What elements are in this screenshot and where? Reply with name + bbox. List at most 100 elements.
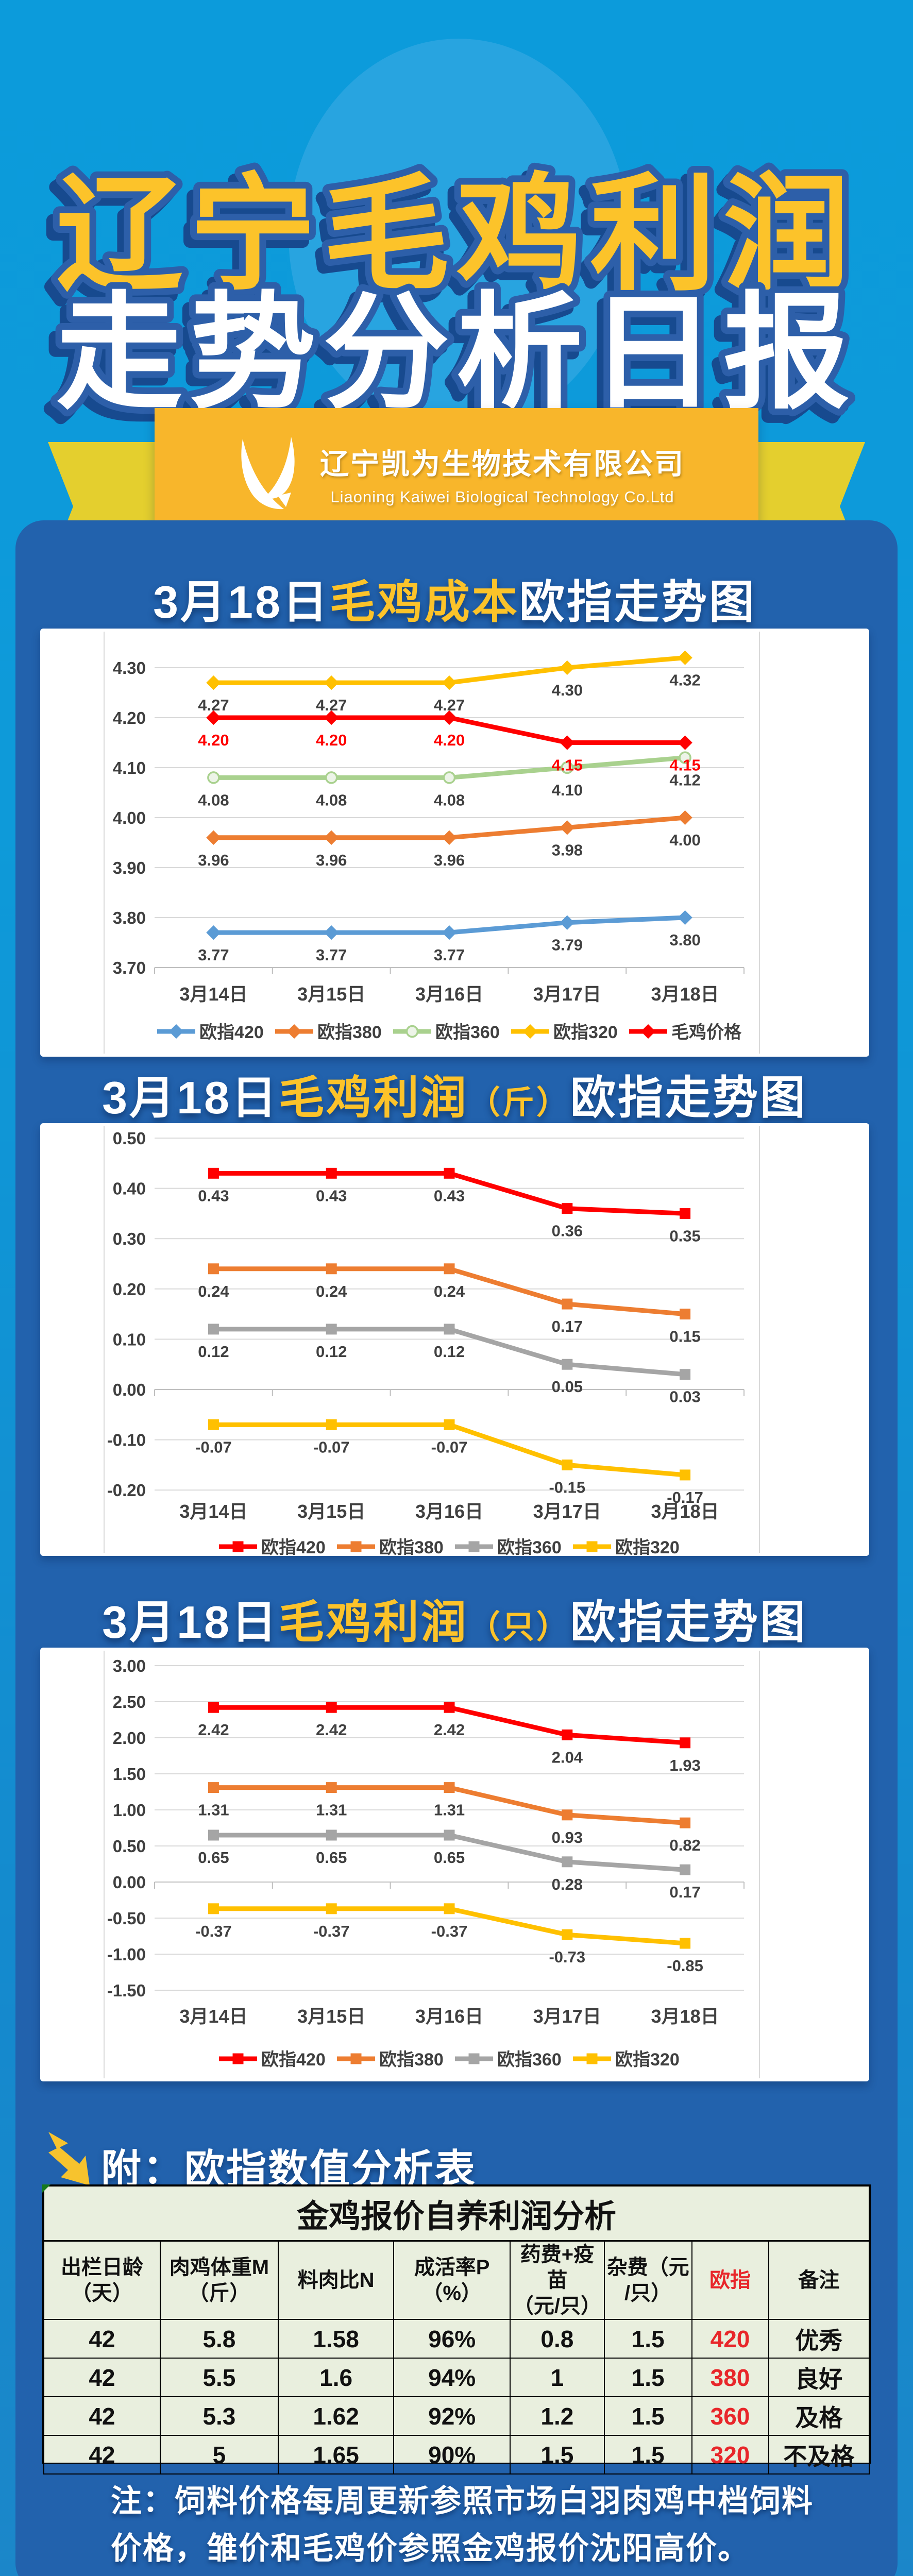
y-axis-tick-label: -0.20 [107, 1481, 146, 1500]
table-row: 42 5.5 1.6 94% 1 1.5 380 良好 [43, 2358, 870, 2397]
marker-diamond-icon [442, 925, 457, 940]
section-title-profit-jin: 3月18日毛鸡利润（斤）欧指走势图 [40, 1061, 869, 1127]
y-axis-tick-label: 3.90 [113, 858, 146, 877]
table-cell: 420 [691, 2319, 769, 2359]
table-header-cell: 杂费（元/只） [603, 2240, 692, 2320]
y-axis-tick-label: -0.10 [107, 1431, 146, 1450]
table-cell: 优秀 [768, 2319, 870, 2359]
marker-square-icon [468, 1541, 480, 1552]
chart-legend: 欧指420 欧指380 欧指360 欧指320 毛鸡价格 [157, 1023, 742, 1042]
marker-diamond-icon [286, 1024, 302, 1039]
marker-diamond-icon [168, 1024, 184, 1039]
cost-chart-panel: 4.30 4.20 4.10 4.00 3.90 3.80 3.70 3.77 3.77 3.77… [40, 629, 869, 1057]
legend-label: 欧指360 [497, 2050, 562, 2070]
marker-square-icon [680, 1309, 691, 1320]
marker-square-icon [680, 1737, 691, 1749]
legend-label: 欧指360 [435, 1023, 500, 1042]
profit-per-bird-chart-panel: 3.00 2.50 2.00 1.50 1.00 0.50 0.00 -0.50 -1.00 -1… [40, 1648, 869, 2081]
data-label: 3.77 [434, 946, 465, 964]
marker-diamond-icon [324, 830, 339, 845]
marker-square-icon [562, 1359, 573, 1370]
data-label: 4.00 [669, 831, 700, 849]
data-label: 3.98 [552, 841, 583, 859]
y-axis-tick-label: 4.20 [113, 708, 146, 727]
marker-circle-icon [325, 771, 338, 784]
section3-highlight: 毛鸡利润 [278, 1597, 468, 1648]
series-欧指320: 4.27 4.27 4.274.304.32 [198, 650, 701, 714]
marker-diamond-icon [678, 650, 692, 665]
legend-label: 欧指320 [615, 1538, 680, 1556]
marker-square-icon [562, 1729, 573, 1740]
marker-diamond-icon [678, 910, 692, 925]
marker-diamond-icon [442, 710, 457, 725]
y-axis-tick-label: 0.30 [113, 1229, 146, 1248]
data-label: 0.12 [198, 1343, 229, 1361]
data-label: 3.96 [198, 851, 229, 869]
series-欧指320: -0.37 -0.37 -0.37 -0.73 -0.85 [195, 1903, 703, 1975]
page-title-line2: 走势分析日报 [56, 282, 857, 417]
table-cell: 0.8 [510, 2319, 605, 2359]
page-title-line1: 辽宁毛鸡利润 [56, 164, 857, 305]
y-axis-tick-label: -0.50 [107, 1909, 146, 1928]
y-axis-tick-label: 4.10 [113, 758, 146, 777]
section-title-cost: 3月18日毛鸡成本欧指走势图 [40, 566, 869, 631]
section-title-profit-bird: 3月18日毛鸡利润（只）欧指走势图 [40, 1586, 869, 1651]
y-axis-tick-label: -1.00 [107, 1945, 146, 1964]
marker-square-icon [680, 1469, 691, 1481]
data-label: 2.04 [552, 1748, 583, 1766]
table-cell: 94% [393, 2358, 511, 2397]
marker-square-icon [326, 1903, 337, 1914]
y-axis-tick-label: 2.50 [113, 1692, 146, 1711]
marker-square-icon [208, 1263, 219, 1275]
marker-square-icon [444, 1419, 455, 1430]
background-halo [289, 39, 629, 430]
table-cell: 42 [43, 2358, 161, 2397]
table-cell: 1.5 [603, 2319, 692, 2359]
marker-square-icon [680, 1369, 691, 1380]
table-cell: 42 [43, 2435, 161, 2475]
legend-label: 毛鸡价格 [671, 1023, 742, 1042]
data-label: 0.24 [316, 1282, 347, 1300]
company-name-cn: 辽宁凯为生物技术有限公司 [320, 447, 685, 480]
y-axis-tick-label: 2.00 [113, 1728, 146, 1748]
data-label: 0.43 [434, 1187, 465, 1205]
marker-square-icon [444, 1263, 455, 1275]
data-label: -0.37 [431, 1922, 468, 1940]
note-line-1: 注：饲料价格每周更新参照市场白羽肉鸡中档饲料 [111, 2484, 814, 2518]
marker-square-icon [444, 1903, 455, 1914]
data-label: 1.31 [198, 1801, 229, 1819]
analysis-heading: 附：欧指数值分析表 [101, 2146, 477, 2192]
marker-square-icon [562, 1809, 573, 1821]
data-label: -0.07 [313, 1438, 350, 1456]
marker-square-icon [326, 1419, 337, 1430]
data-label: 0.65 [198, 1849, 229, 1867]
section3-suffix: 欧指走势图 [570, 1597, 807, 1648]
marker-circle-icon [561, 761, 574, 774]
table-cell: 不及格 [768, 2435, 870, 2475]
marker-square-icon [444, 1782, 455, 1793]
marker-diamond-icon [522, 1024, 538, 1039]
marker-square-icon [208, 1419, 219, 1430]
table-cell: 360 [691, 2396, 769, 2436]
data-label: 4.08 [198, 791, 229, 809]
series-欧指420: 3.77 3.77 3.77 3.79 3.80 [198, 910, 701, 964]
x-axis-label: 3月14日 [179, 2006, 247, 2027]
marker-circle-icon [443, 771, 456, 784]
data-label: -0.17 [667, 1488, 703, 1506]
marker-square-icon [326, 1324, 337, 1335]
data-label: 0.93 [552, 1828, 583, 1846]
table-cell: 5 [159, 2435, 279, 2475]
section1-suffix: 欧指走势图 [519, 577, 756, 628]
data-label: 0.24 [198, 1282, 229, 1300]
table-header-cell: 药费+疫苗 （元/只） [510, 2240, 605, 2320]
data-label: 1.31 [434, 1801, 465, 1819]
marker-square-icon [562, 1856, 573, 1868]
y-axis-tick-label: 4.00 [113, 808, 146, 827]
data-label: 0.65 [316, 1849, 347, 1867]
table-cell: 良好 [768, 2358, 870, 2397]
table-cell: 380 [691, 2358, 769, 2397]
data-label: -0.15 [549, 1478, 585, 1496]
data-label: 3.96 [434, 851, 465, 869]
data-label: 0.24 [434, 1282, 465, 1300]
data-label: -0.07 [195, 1438, 232, 1456]
